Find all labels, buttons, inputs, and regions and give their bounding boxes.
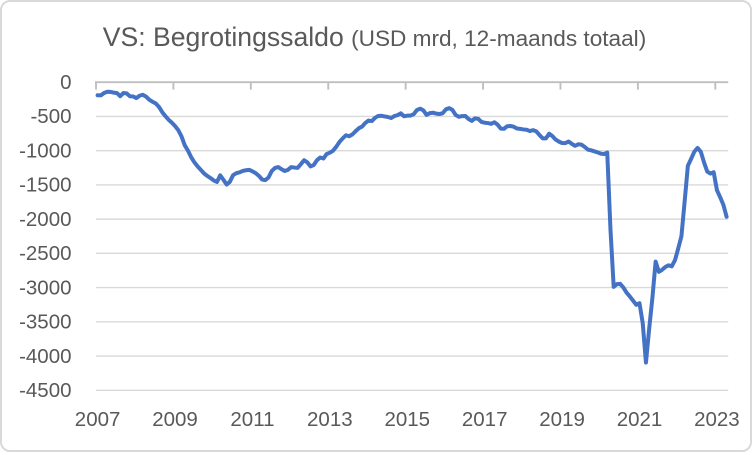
svg-text:2023: 2023 (694, 408, 740, 431)
svg-text:-500: -500 (30, 105, 71, 128)
svg-text:2021: 2021 (617, 408, 663, 431)
svg-text:2009: 2009 (152, 408, 198, 431)
svg-text:2011: 2011 (230, 408, 274, 431)
svg-text:-3500: -3500 (19, 311, 71, 334)
svg-text:-2000: -2000 (19, 208, 71, 231)
svg-text:-4000: -4000 (19, 345, 71, 368)
svg-text:2017: 2017 (462, 408, 508, 431)
svg-text:2013: 2013 (307, 408, 353, 431)
svg-text:2019: 2019 (539, 408, 585, 431)
svg-text:-4500: -4500 (19, 379, 71, 402)
svg-text:2007: 2007 (75, 408, 121, 431)
svg-text:-1000: -1000 (19, 139, 71, 162)
svg-text:-3000: -3000 (19, 276, 71, 299)
svg-text:0: 0 (60, 71, 71, 94)
svg-text:-1500: -1500 (19, 174, 71, 197)
svg-text:VS: Begrotingssaldo (USD mrd,: VS: Begrotingssaldo (USD mrd, 12-maands … (103, 22, 646, 52)
svg-text:-2500: -2500 (19, 242, 71, 265)
svg-text:2015: 2015 (384, 408, 430, 431)
